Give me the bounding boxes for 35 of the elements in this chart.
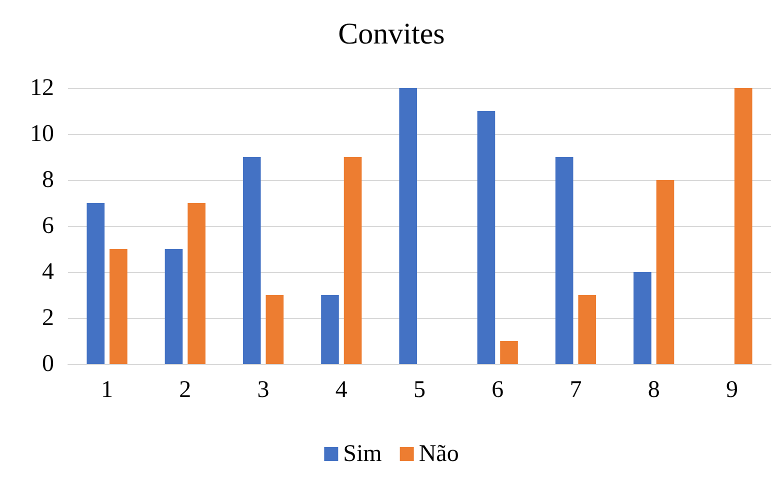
x-tick-label: 7 bbox=[570, 377, 582, 403]
x-tick-label: 3 bbox=[257, 377, 270, 403]
bar bbox=[500, 341, 518, 364]
x-tick-label: 5 bbox=[414, 377, 426, 403]
bar bbox=[634, 272, 652, 364]
y-tick-label: 12 bbox=[30, 75, 54, 101]
bar bbox=[477, 111, 496, 364]
y-tick-label: 6 bbox=[42, 213, 54, 239]
bar bbox=[110, 249, 128, 364]
bar bbox=[656, 180, 674, 364]
x-tick-label: 4 bbox=[335, 377, 348, 403]
x-tick-label: 6 bbox=[492, 377, 504, 403]
x-tick-label: 8 bbox=[648, 377, 660, 403]
x-tick-label: 2 bbox=[179, 377, 192, 403]
bar bbox=[188, 203, 206, 364]
bar bbox=[86, 203, 105, 364]
x-tick-label: 1 bbox=[101, 377, 114, 403]
bar bbox=[242, 157, 261, 364]
x-tick-label: 9 bbox=[726, 377, 738, 403]
y-tick-label: 8 bbox=[42, 167, 54, 193]
bar bbox=[266, 295, 284, 364]
bar bbox=[734, 88, 752, 364]
chart-title: Convites bbox=[338, 18, 445, 50]
y-tick-label: 0 bbox=[42, 351, 54, 377]
bar bbox=[399, 88, 418, 364]
y-tick-label: 2 bbox=[42, 305, 54, 331]
bar bbox=[555, 157, 574, 364]
bar bbox=[321, 295, 339, 364]
bar bbox=[578, 295, 596, 364]
legend-label: Sim bbox=[343, 441, 382, 467]
bar bbox=[344, 157, 362, 364]
y-tick-label: 10 bbox=[30, 121, 54, 147]
y-tick-label: 4 bbox=[42, 259, 54, 285]
legend-label: Não bbox=[418, 441, 459, 467]
bar bbox=[164, 249, 183, 364]
